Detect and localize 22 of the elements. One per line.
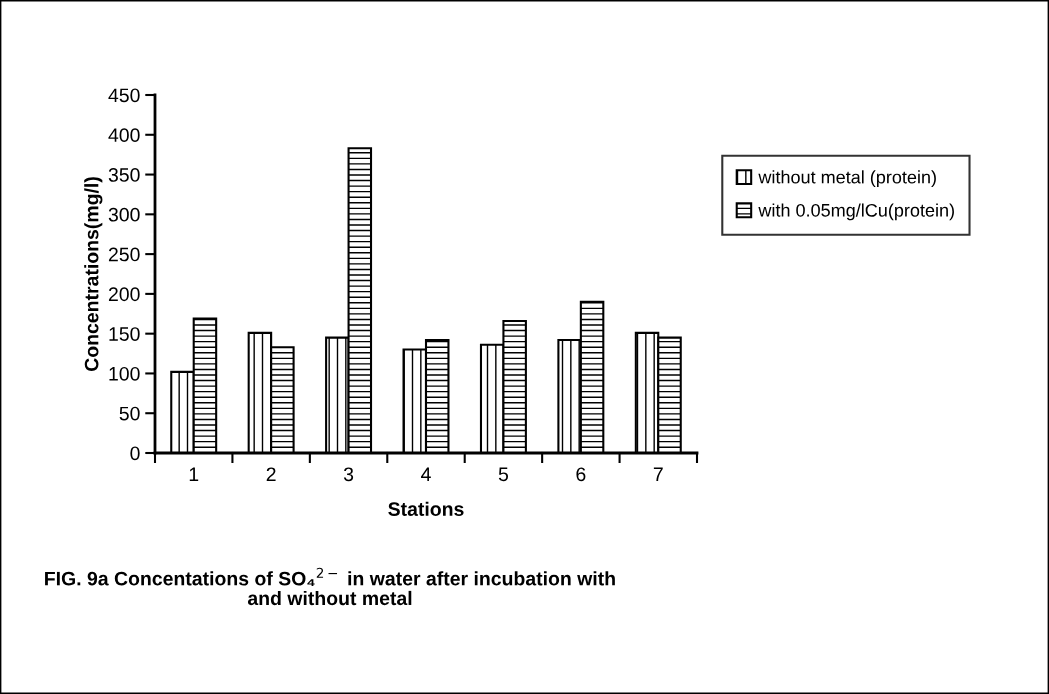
y-tick-label: 100 (109, 366, 140, 381)
y-tick-label: 50 (119, 406, 140, 421)
x-tick-label: 2 (266, 467, 276, 481)
x-tick-label: 7 (653, 467, 663, 481)
x-axis-title: Stations (388, 501, 464, 516)
x-tick-label: 1 (189, 467, 199, 481)
x-tick-label: 6 (576, 467, 586, 482)
legend-label: without metal (protein) (758, 170, 936, 188)
text: FIG. 9a Concentations of SO₄$^{2−}$ in water after incubation with and without metal (45, 567, 615, 606)
y-tick-label: 0 (130, 446, 140, 461)
x-tick-label: 5 (498, 467, 509, 482)
y-tick-label: 200 (108, 287, 140, 302)
y-tick-label: 150 (109, 327, 140, 341)
y-tick-label: 450 (108, 88, 140, 103)
y-tick-label: 250 (108, 247, 140, 262)
y-tick-label: 350 (108, 168, 140, 182)
y-tick-label: 400 (108, 128, 140, 143)
legend-label: with 0.05mg/lCu(protein) (758, 203, 954, 221)
x-tick-label: 4 (421, 467, 431, 481)
y-tick-label: 300 (108, 207, 140, 222)
y-axis-title: Concentrations(mg/l) (84, 177, 103, 371)
x-tick-label: 3 (343, 467, 354, 482)
